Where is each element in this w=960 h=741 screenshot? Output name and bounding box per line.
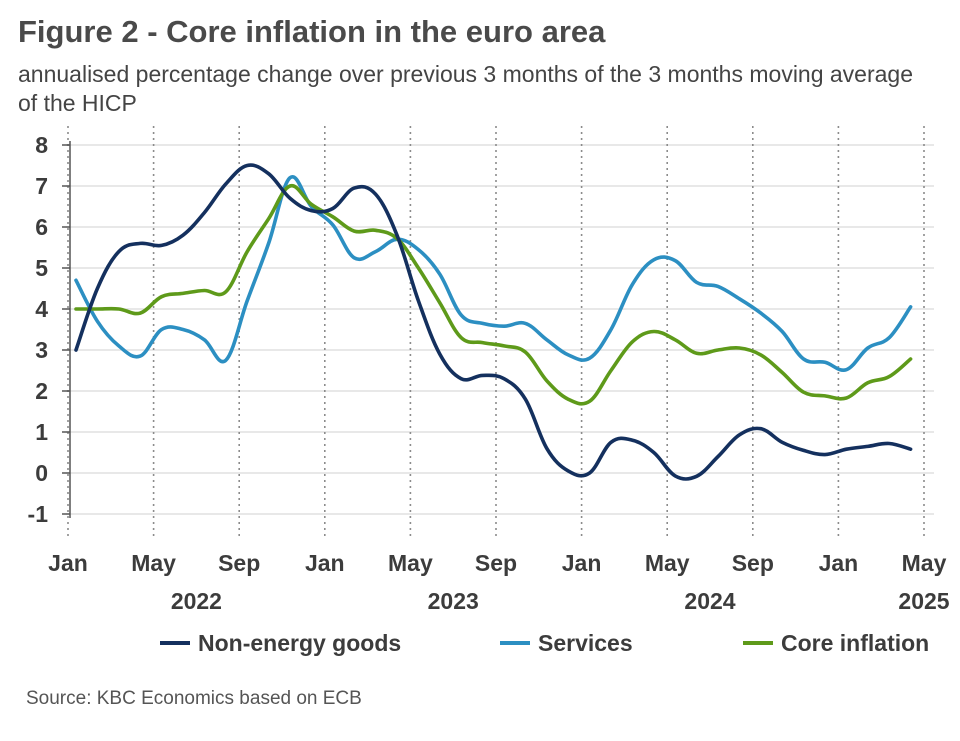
y-tick-label: 3 (35, 337, 48, 363)
x-axis: Jan May Sep Jan May Sep Jan May Sep Jan May 2022 202… (48, 550, 950, 614)
y-tick-label: 2 (35, 378, 48, 404)
chart-title: Figure 2 - Core inflation in the euro ar… (18, 14, 606, 49)
legend-label-non-energy-goods: Non-energy goods (198, 630, 401, 656)
y-axis: -1 0 1 2 3 4 5 6 7 8 (28, 132, 71, 527)
y-tick-label: 6 (35, 214, 48, 240)
series-line-core-inflation (74, 184, 913, 406)
y-tick-label: 0 (35, 460, 48, 486)
legend: Non-energy goods Services Core inflation (160, 630, 929, 656)
year-label: 2023 (428, 588, 479, 614)
x-tick-label: Jan (562, 550, 602, 576)
y-tick-label: 4 (35, 296, 48, 322)
horizontal-gridlines (66, 144, 934, 515)
x-tick-label: Jan (305, 550, 345, 576)
source-note: Source: KBC Economics based on ECB (26, 688, 362, 709)
x-tick-label: May (902, 550, 947, 576)
x-tick-label: Jan (819, 550, 859, 576)
x-tick-label: Sep (475, 550, 517, 576)
chart-subtitle: annualised percentage change over previo… (18, 61, 914, 116)
series-line-services (74, 174, 913, 372)
y-tick-label: -1 (28, 501, 49, 527)
year-label: 2024 (684, 588, 735, 614)
x-tick-label: Sep (732, 550, 774, 576)
series-lines (74, 163, 913, 481)
legend-label-services: Services (538, 630, 633, 656)
x-tick-label: May (645, 550, 690, 576)
y-tick-label: 1 (35, 419, 48, 445)
x-tick-label: May (388, 550, 433, 576)
year-label: 2025 (898, 588, 949, 614)
x-tick-label: Jan (48, 550, 88, 576)
y-tick-label: 5 (35, 255, 48, 281)
series-line-non-energy-goods (74, 163, 913, 481)
x-tick-label: Sep (218, 550, 260, 576)
legend-label-core-inflation: Core inflation (781, 630, 929, 656)
year-label: 2022 (171, 588, 222, 614)
x-tick-label: May (131, 550, 176, 576)
y-tick-label: 8 (35, 132, 48, 158)
y-tick-label: 7 (35, 173, 48, 199)
